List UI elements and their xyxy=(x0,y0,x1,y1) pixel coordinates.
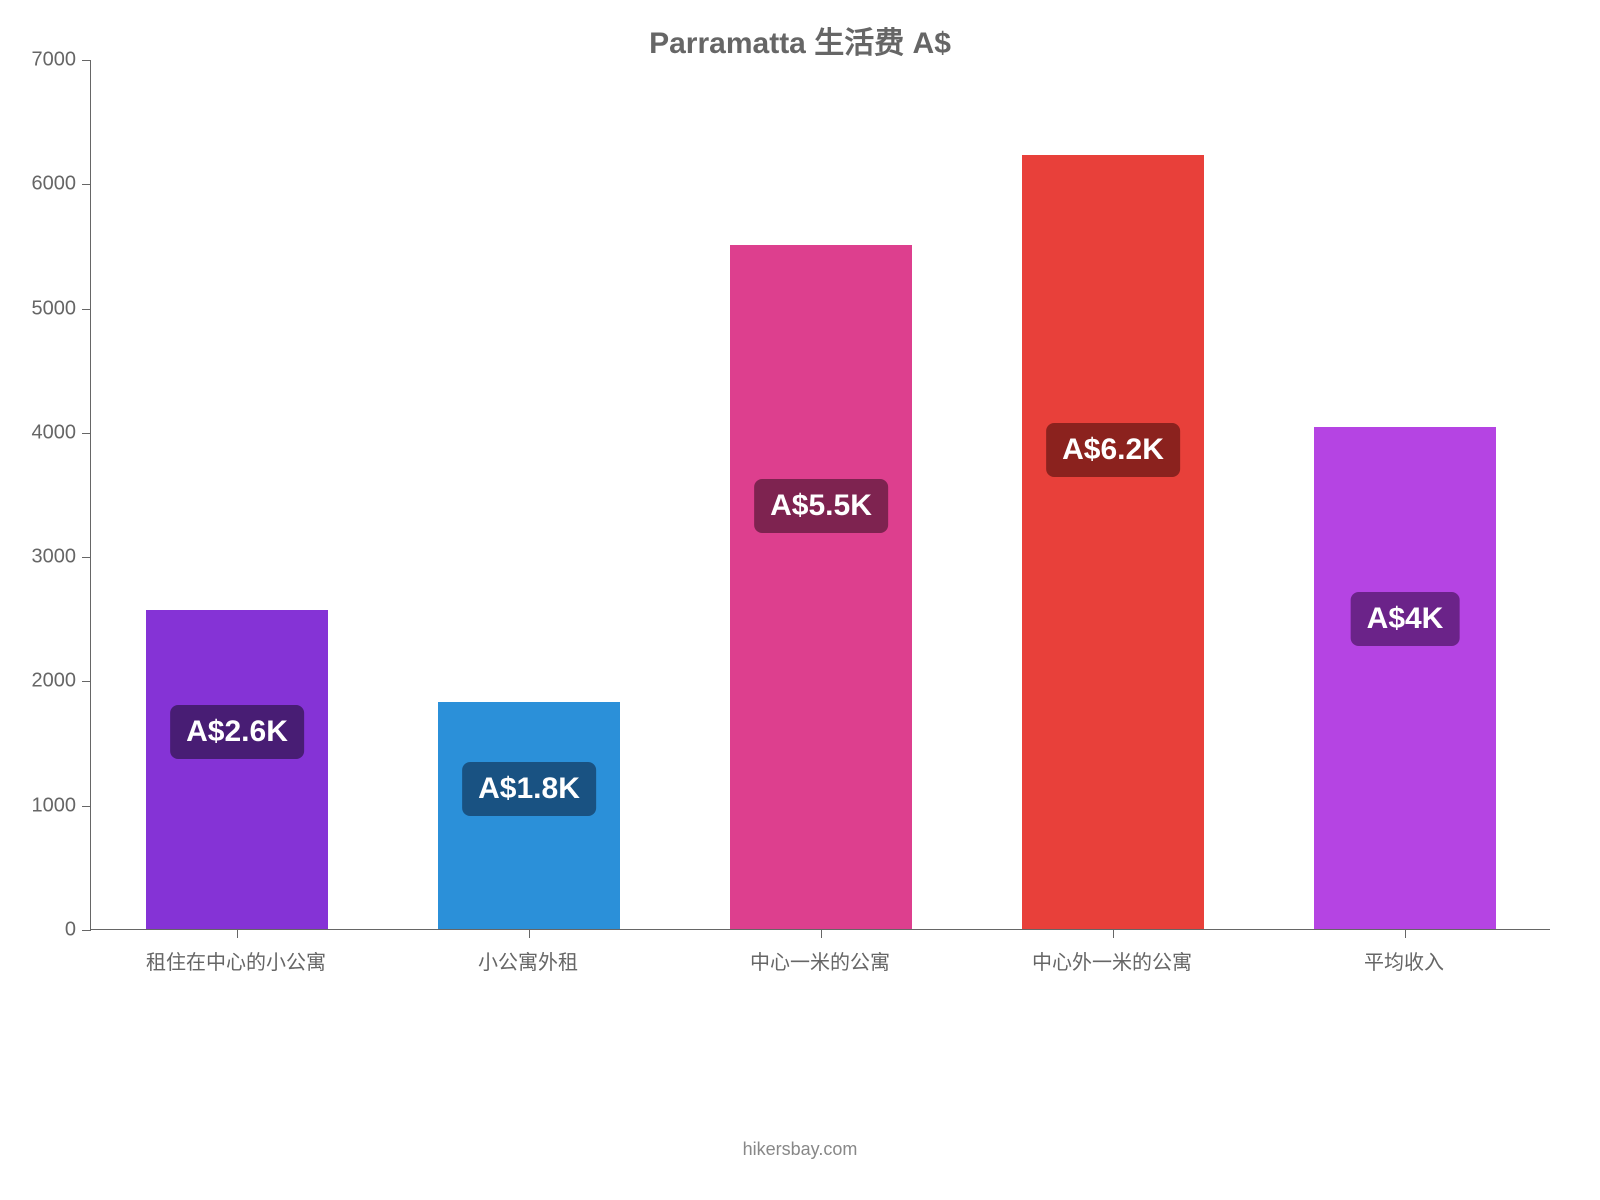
x-tick-mark xyxy=(529,929,530,938)
y-tick-label: 1000 xyxy=(0,794,76,817)
y-tick-mark xyxy=(82,557,91,558)
y-tick-label: 2000 xyxy=(0,670,76,693)
chart-title: Parramatta 生活费 A$ xyxy=(0,18,1600,62)
bar xyxy=(1314,427,1495,929)
y-tick-label: 3000 xyxy=(0,546,76,569)
plot-area: A$2.6K A$1.8K A$5.5K A$6.2K A$4K xyxy=(90,60,1550,930)
bar-value-label: A$6.2K xyxy=(1046,423,1180,477)
x-tick-label: 租住在中心的小公寓 xyxy=(146,946,326,975)
bar-value-label: A$4K xyxy=(1351,592,1460,646)
y-tick-mark xyxy=(82,433,91,434)
y-tick-mark xyxy=(82,60,91,61)
bar-value-label: A$2.6K xyxy=(170,705,304,759)
y-tick-mark xyxy=(82,309,91,310)
chart-container: Parramatta 生活费 A$ A$2.6K A$1.8K A$5.5K A$6.… xyxy=(0,0,1600,1200)
bar-value-label: A$5.5K xyxy=(754,479,888,533)
y-tick-mark xyxy=(82,184,91,185)
bar xyxy=(1022,155,1203,929)
x-tick-mark xyxy=(1405,929,1406,938)
chart-footer: hikersbay.com xyxy=(0,1139,1600,1160)
bar-value-label: A$1.8K xyxy=(462,762,596,816)
x-tick-label: 中心外一米的公寓 xyxy=(1032,946,1192,975)
y-tick-label: 4000 xyxy=(0,421,76,444)
y-tick-mark xyxy=(82,681,91,682)
x-tick-label: 中心一米的公寓 xyxy=(750,946,890,975)
bar xyxy=(146,610,327,929)
x-tick-label: 小公寓外租 xyxy=(478,946,578,975)
y-tick-mark xyxy=(82,806,91,807)
x-tick-mark xyxy=(1113,929,1114,938)
x-tick-label: 平均收入 xyxy=(1364,946,1444,975)
y-tick-label: 6000 xyxy=(0,173,76,196)
x-tick-mark xyxy=(821,929,822,938)
y-tick-label: 0 xyxy=(0,919,76,942)
bar xyxy=(730,245,911,929)
y-tick-label: 7000 xyxy=(0,49,76,72)
y-tick-label: 5000 xyxy=(0,297,76,320)
y-tick-mark xyxy=(82,930,91,931)
x-tick-mark xyxy=(237,929,238,938)
